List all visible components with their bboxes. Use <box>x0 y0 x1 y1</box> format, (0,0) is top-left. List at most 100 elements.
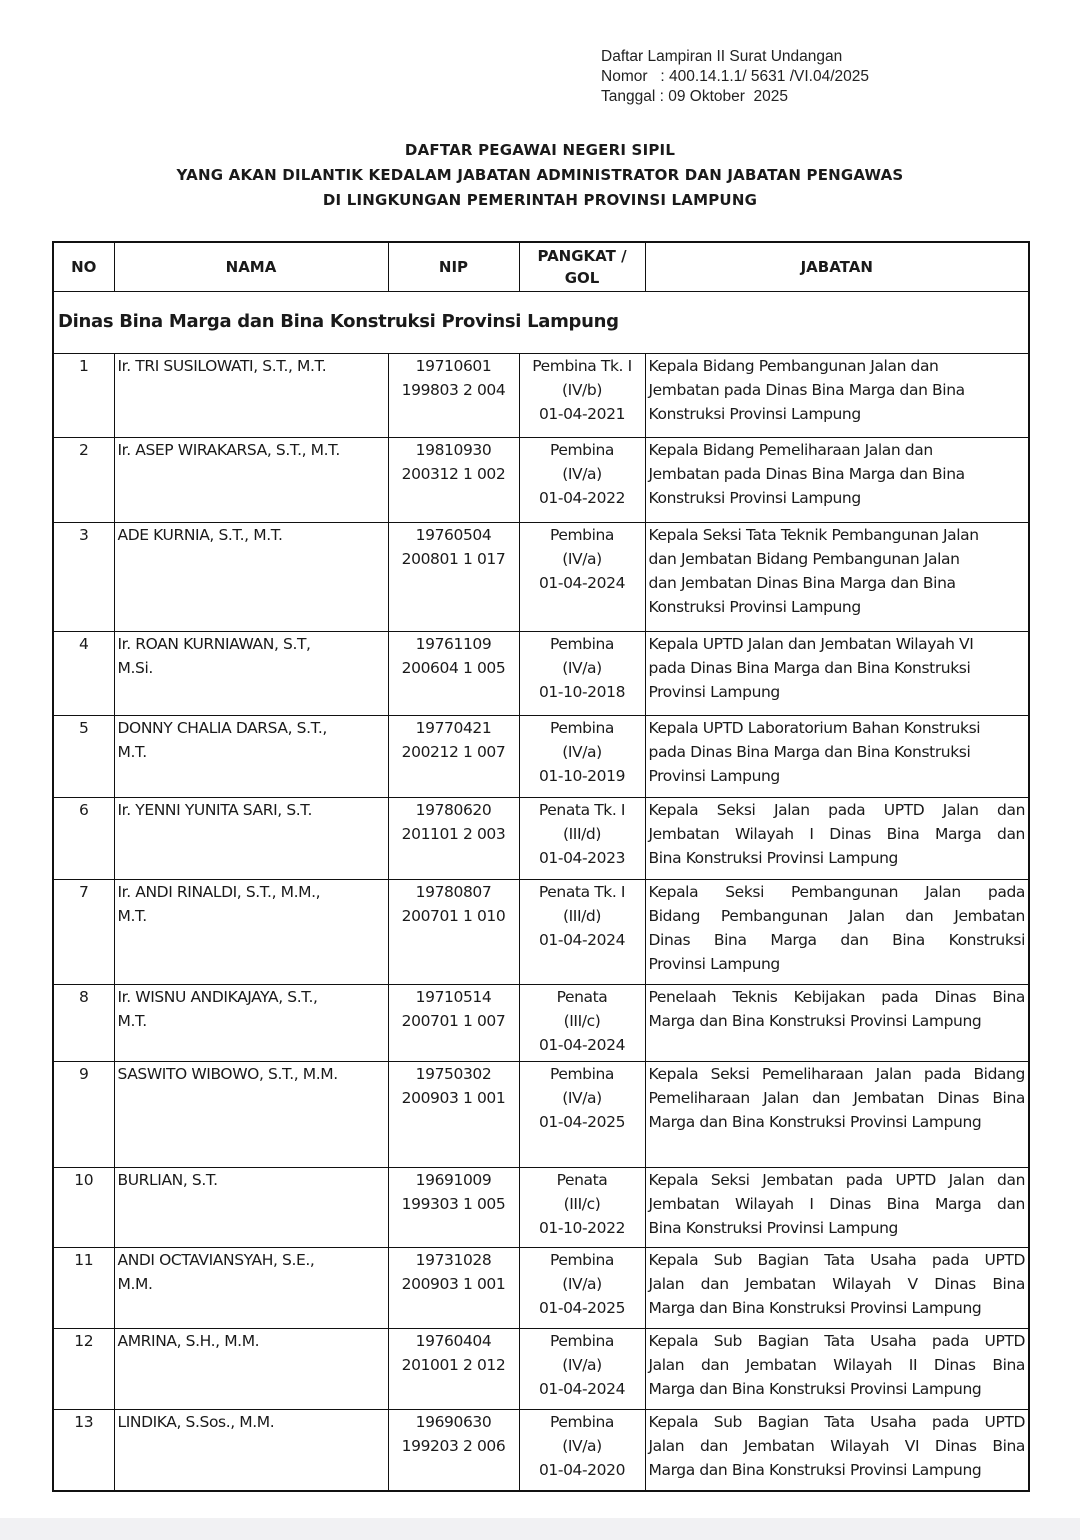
cell-nama: Ir. YENNI YUNITA SARI, S.T. <box>113 796 389 880</box>
cell-nip: 19770421 200212 1 007 <box>387 714 520 798</box>
cell-nama-line: M.Si. <box>117 658 154 677</box>
cell-jabatan-line: Marga dan Bina Konstruksi Provinsi Lampu… <box>648 1379 982 1398</box>
table-row: 13 LINDIKA, S.Sos., M.M. 19690630 199203 2 … <box>52 1408 1030 1492</box>
cell-nip-line: 19760504 <box>415 525 492 544</box>
cell-nip: 19750302 200903 1 001 <box>387 1060 520 1168</box>
cell-nama: ADE KURNIA, S.T., M.T. <box>113 521 389 632</box>
cell-nama-line: Ir. YENNI YUNITA SARI, S.T. <box>117 800 313 819</box>
cell-nip-line: 200701 1 010 <box>401 906 506 925</box>
cell-jabatan-line: Bina Konstruksi Provinsi Lampung <box>648 1218 899 1237</box>
cell-pangkat-line: 01-04-2020 <box>538 1460 626 1479</box>
cell-pangkat-line: Pembina <box>549 1064 615 1083</box>
cell-pangkat-line: (IV/a) <box>562 1274 602 1293</box>
cell-nip: 19780807 200701 1 010 <box>387 878 520 985</box>
cell-nip-line: 200212 1 007 <box>401 742 506 761</box>
cell-nip-line: 201101 2 003 <box>401 824 506 843</box>
cell-jabatan-line: Kepala UPTD Laboratorium Bahan Konstruks… <box>648 718 981 737</box>
cell-no: 12 <box>52 1327 115 1410</box>
cell-nip-line: 200801 1 017 <box>401 549 506 568</box>
cell-pangkat-line: 01-04-2024 <box>538 930 626 949</box>
cell-nip-line: 200604 1 005 <box>401 658 506 677</box>
cell-pangkat-line: (IV/a) <box>562 1436 602 1455</box>
cell-nip-line: 201001 2 012 <box>401 1355 506 1374</box>
cell-nip: 19710601 199803 2 004 <box>387 352 520 438</box>
cell-pangkat: Pembina (IV/a) 01-04-2020 <box>518 1408 646 1492</box>
cell-nip: 19760504 200801 1 017 <box>387 521 520 632</box>
cell-pangkat-line: (IV/a) <box>562 742 602 761</box>
cell-nip: 19780620 201101 2 003 <box>387 796 520 880</box>
cell-no: 7 <box>52 878 115 985</box>
cell-nip-line: 19780807 <box>415 882 492 901</box>
cell-jabatan-line: Jembatan Wilayah I Dinas Bina Marga dan <box>648 1194 1026 1213</box>
cell-pangkat-line: Pembina <box>549 718 615 737</box>
cell-nama-line: Ir. TRI SUSILOWATI, S.T., M.T. <box>117 356 327 375</box>
reference-date: Tanggal : 09 Oktober 2025 <box>601 88 788 105</box>
cell-nama-line: Ir. ROAN KURNIAWAN, S.T, <box>117 634 311 653</box>
cell-pangkat-line: Pembina <box>549 440 615 459</box>
cell-pangkat-line: (III/c) <box>563 1011 601 1030</box>
cell-nip-line: 19710514 <box>415 987 492 1006</box>
cell-nama-line: M.T. <box>117 906 148 925</box>
cell-jabatan: Kepala UPTD Jalan dan Jembatan Wilayah V… <box>644 630 1030 716</box>
cell-jabatan: Kepala Sub Bagian Tata Usaha pada UPTD Ja… <box>644 1246 1030 1329</box>
header-row: NO NAMA NIP PANGKAT / GOL JABATAN <box>52 241 1030 292</box>
table-row: 1 Ir. TRI SUSILOWATI, S.T., M.T. 19710601 1… <box>52 352 1030 438</box>
cell-jabatan-line: Marga dan Bina Konstruksi Provinsi Lampu… <box>648 1460 982 1479</box>
cell-nip-line: 200312 1 002 <box>401 464 506 483</box>
cell-jabatan: Kepala Bidang Pemeliharaan Jalan dan Jemb… <box>644 436 1030 523</box>
cell-jabatan-line: Provinsi Lampung <box>648 766 781 785</box>
cell-jabatan-line: Kepala Sub Bagian Tata Usaha pada UPTD <box>648 1412 1026 1431</box>
cell-pangkat-line: (IV/a) <box>562 658 602 677</box>
cell-nip: 19760404 201001 2 012 <box>387 1327 520 1410</box>
cell-nip-line: 19750302 <box>415 1064 492 1083</box>
cell-jabatan-line: Kepala Seksi Jembatan pada UPTD Jalan da… <box>648 1170 1026 1189</box>
cell-pangkat-line: 01-10-2019 <box>538 766 626 785</box>
cell-nama: DONNY CHALIA DARSA, S.T., M.T. <box>113 714 389 798</box>
table-row: 8 Ir. WISNU ANDIKAJAYA, S.T., M.T. 19710514… <box>52 983 1030 1062</box>
document-title: DAFTAR PEGAWAI NEGERI SIPIL YANG AKAN DI… <box>0 138 1080 213</box>
cell-jabatan-line: Jembatan Wilayah I Dinas Bina Marga dan <box>648 824 1026 843</box>
cell-pangkat-line: (IV/b) <box>562 380 602 399</box>
cell-nip-line: 19761109 <box>415 634 492 653</box>
table-row: 9 SASWITO WIBOWO, S.T., M.M. 19750302 20090… <box>52 1060 1030 1168</box>
cell-no: 2 <box>52 436 115 523</box>
cell-pangkat-line: 01-04-2021 <box>538 404 626 423</box>
cell-nama-line: SASWITO WIBOWO, S.T., M.M. <box>117 1064 339 1083</box>
cell-jabatan: Kepala Seksi Jembatan pada UPTD Jalan da… <box>644 1166 1030 1248</box>
cell-pangkat: Penata (III/c) 01-10-2022 <box>518 1166 646 1248</box>
cell-pangkat-line: 01-04-2023 <box>538 848 626 867</box>
reference-label: Daftar Lampiran II Surat Undangan <box>601 48 843 65</box>
cell-nip: 19690630 199203 2 006 <box>387 1408 520 1492</box>
cell-no: 9 <box>52 1060 115 1168</box>
section-title: Dinas Bina Marga dan Bina Konstruksi Pro… <box>52 290 1030 354</box>
cell-jabatan-line: Konstruksi Provinsi Lampung <box>648 597 862 616</box>
cell-nip-line: 19690630 <box>415 1412 492 1431</box>
cell-nama-line: LINDIKA, S.Sos., M.M. <box>117 1412 275 1431</box>
cell-nama: BURLIAN, S.T. <box>113 1166 389 1248</box>
cell-jabatan-line: Jalan dan Jembatan Wilayah II Dinas Bina <box>648 1355 1026 1374</box>
cell-pangkat-line: 01-04-2024 <box>538 1379 626 1398</box>
cell-nip: 19710514 200701 1 007 <box>387 983 520 1062</box>
cell-nama-line: M.M. <box>117 1274 153 1293</box>
cell-jabatan-line: Bidang Pembangunan Jalan dan Jembatan <box>648 906 1026 925</box>
cell-pangkat-line: (IV/a) <box>562 549 602 568</box>
header-pangkat: PANGKAT / GOL <box>518 241 646 292</box>
cell-pangkat: Pembina (IV/a) 01-10-2019 <box>518 714 646 798</box>
cell-no: 1 <box>52 352 115 438</box>
cell-pangkat-line: (IV/a) <box>562 1088 602 1107</box>
cell-pangkat: Pembina (IV/a) 01-04-2022 <box>518 436 646 523</box>
cell-pangkat: Penata Tk. I (III/d) 01-04-2024 <box>518 878 646 985</box>
cell-jabatan: Kepala Sub Bagian Tata Usaha pada UPTD Ja… <box>644 1408 1030 1492</box>
section-row: Dinas Bina Marga dan Bina Konstruksi Pro… <box>52 290 1030 354</box>
cell-pangkat: Pembina Tk. I (IV/b) 01-04-2021 <box>518 352 646 438</box>
cell-jabatan: Kepala Seksi Pembangunan Jalan pada Bidan… <box>644 878 1030 985</box>
cell-nama: SASWITO WIBOWO, S.T., M.M. <box>113 1060 389 1168</box>
cell-nama: AMRINA, S.H., M.M. <box>113 1327 389 1410</box>
cell-pangkat: Pembina (IV/a) 01-04-2025 <box>518 1060 646 1168</box>
cell-jabatan: Kepala Seksi Tata Teknik Pembangunan Jal… <box>644 521 1030 632</box>
cell-pangkat-line: Pembina <box>549 1412 615 1431</box>
cell-jabatan-line: Jembatan pada Dinas Bina Marga dan Bina <box>648 464 966 483</box>
cell-jabatan-line: Kepala UPTD Jalan dan Jembatan Wilayah V… <box>648 634 974 653</box>
cell-jabatan-line: Provinsi Lampung <box>648 682 781 701</box>
cell-jabatan-line: Jalan dan Jembatan Wilayah VI Dinas Bina <box>648 1436 1026 1455</box>
